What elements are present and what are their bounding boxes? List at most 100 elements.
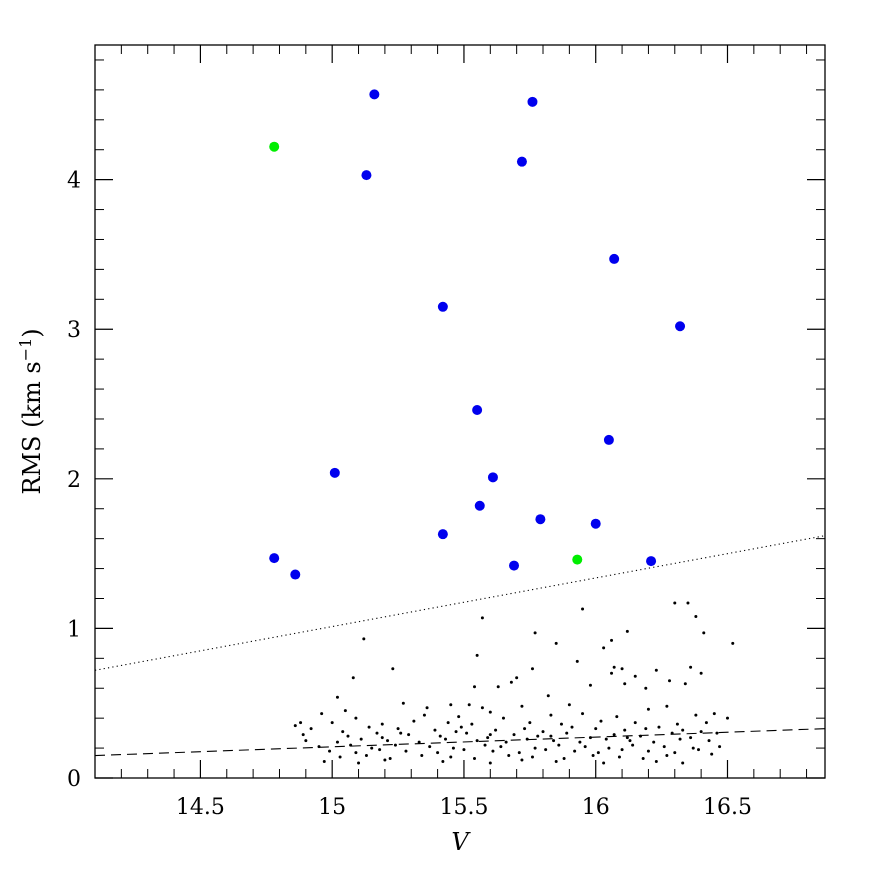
black-data-point xyxy=(530,667,534,671)
black-data-point xyxy=(491,749,495,753)
y-tick-labels: 0 1 2 3 4 xyxy=(67,169,81,792)
black-data-point xyxy=(691,746,695,750)
black-data-point xyxy=(475,653,479,657)
black-data-point xyxy=(359,737,363,741)
black-data-point xyxy=(354,751,358,755)
black-data-point xyxy=(444,737,448,741)
black-data-point xyxy=(357,761,361,765)
blue-data-point xyxy=(329,467,340,478)
black-data-point xyxy=(562,757,566,761)
black-data-point xyxy=(731,641,735,645)
black-data-point xyxy=(594,727,598,731)
black-data-point xyxy=(694,713,698,717)
x-axis-label: V xyxy=(451,828,471,856)
dashed-reference-line xyxy=(94,728,826,757)
black-data-point xyxy=(472,757,476,761)
black-data-point xyxy=(428,745,432,749)
black-data-point xyxy=(438,734,442,738)
y-axis-label: RMS (km s−1) xyxy=(16,328,46,494)
black-data-point xyxy=(583,745,587,749)
black-data-point xyxy=(657,725,661,729)
black-data-point xyxy=(596,751,600,755)
black-data-point xyxy=(718,745,722,749)
black-data-point xyxy=(612,733,616,737)
black-data-point xyxy=(436,751,440,755)
black-data-point xyxy=(496,685,500,689)
black-data-point xyxy=(675,722,679,726)
black-data-point xyxy=(486,736,490,740)
black-data-point xyxy=(607,746,611,750)
black-data-point xyxy=(475,739,479,743)
black-data-point xyxy=(702,631,706,635)
black-data-point xyxy=(507,754,511,758)
black-data-point xyxy=(517,751,521,755)
black-data-point xyxy=(536,734,540,738)
black-data-point xyxy=(644,727,648,731)
black-data-point xyxy=(602,761,606,765)
reference-lines xyxy=(94,535,826,757)
black-data-point xyxy=(320,712,324,716)
black-data-point xyxy=(420,754,424,758)
black-data-point xyxy=(293,724,297,728)
black-data-point xyxy=(704,721,708,725)
black-data-point xyxy=(446,721,450,725)
black-data-point xyxy=(512,733,516,737)
black-data-point xyxy=(362,637,366,641)
black-data-point xyxy=(328,749,332,753)
blue-data-point xyxy=(675,321,686,332)
black-data-point xyxy=(404,749,408,753)
blue-data-point xyxy=(437,529,448,540)
black-data-point xyxy=(367,725,371,729)
black-data-point xyxy=(317,745,321,749)
black-data-point xyxy=(375,731,379,735)
black-data-point xyxy=(559,722,563,726)
black-data-point xyxy=(554,641,558,645)
black-data-point xyxy=(533,631,537,635)
black-data-point xyxy=(380,736,384,740)
black-data-point xyxy=(441,760,445,764)
y-tick-label: 4 xyxy=(67,169,81,194)
black-data-point xyxy=(425,706,429,710)
black-data-point xyxy=(335,695,339,699)
black-data-point xyxy=(488,761,492,765)
black-data-point xyxy=(304,739,308,743)
black-data-point xyxy=(652,740,656,744)
black-data-point xyxy=(599,719,603,723)
black-data-point xyxy=(501,716,505,720)
blue-data-point xyxy=(474,500,485,511)
black-data-point xyxy=(631,743,635,747)
blue-data-point xyxy=(509,560,520,571)
data-points xyxy=(269,89,735,765)
black-data-point xyxy=(401,701,405,705)
black-data-point xyxy=(515,676,519,680)
black-data-point xyxy=(467,703,471,707)
black-data-point xyxy=(646,749,650,753)
black-data-point xyxy=(488,733,492,737)
black-data-point xyxy=(567,703,571,707)
black-data-point xyxy=(581,712,585,716)
black-data-point xyxy=(525,737,529,741)
black-data-point xyxy=(712,712,716,716)
black-data-point xyxy=(399,731,403,735)
black-data-point xyxy=(686,601,690,605)
black-data-point xyxy=(346,734,350,738)
black-data-point xyxy=(549,734,553,738)
black-data-point xyxy=(354,716,358,720)
black-data-point xyxy=(573,749,577,753)
black-data-point xyxy=(480,706,484,710)
black-data-point xyxy=(641,757,645,761)
black-data-point xyxy=(623,728,627,732)
black-data-point xyxy=(602,646,606,650)
blue-data-point xyxy=(290,569,301,580)
black-data-point xyxy=(625,736,629,740)
black-data-point xyxy=(668,679,672,683)
x-tick-label: 15 xyxy=(318,795,346,820)
x-tick-labels: 14.5 15 15.5 16 16.5 xyxy=(176,795,752,820)
black-data-point xyxy=(654,668,658,672)
black-data-point xyxy=(665,704,669,708)
black-data-point xyxy=(710,752,714,756)
black-data-point xyxy=(391,667,395,671)
x-tick-label: 14.5 xyxy=(176,795,225,820)
black-data-point xyxy=(646,707,650,711)
